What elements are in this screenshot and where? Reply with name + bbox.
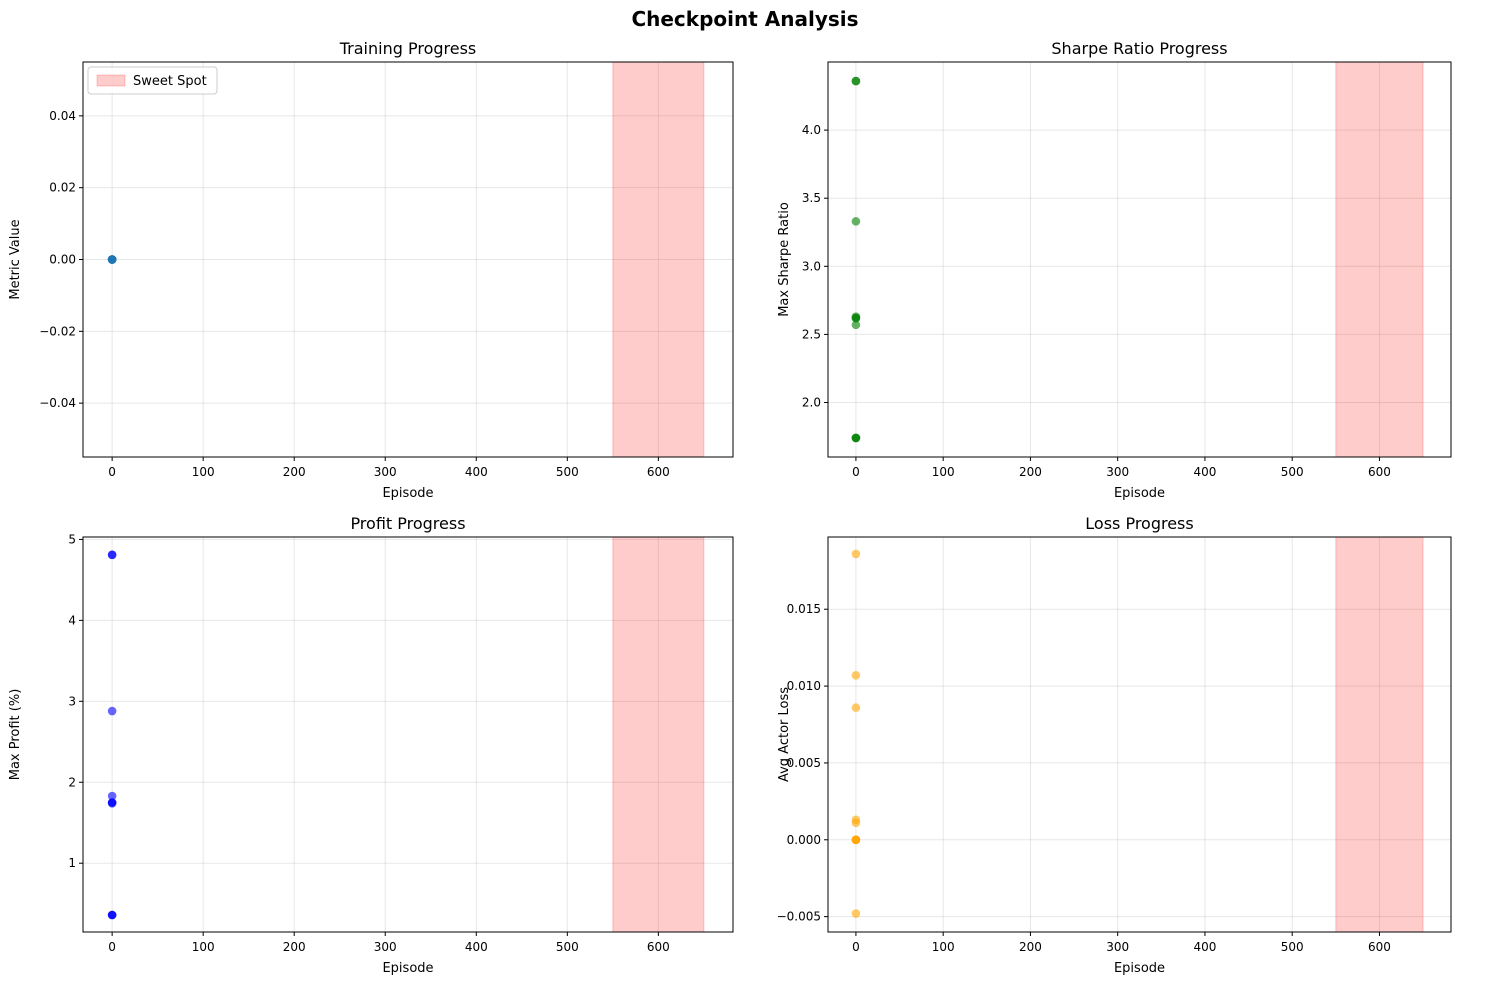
y-axis-label: Max Profit (%) xyxy=(8,689,23,781)
x-tick-label: 400 xyxy=(465,940,488,954)
chart-title: Training Progress xyxy=(339,39,477,58)
data-point xyxy=(851,76,861,86)
legend-box xyxy=(87,66,218,95)
y-tick-label: 0.005 xyxy=(787,756,821,770)
data-point xyxy=(851,835,861,845)
x-tick-label: 200 xyxy=(283,940,306,954)
y-tick-label: 0.04 xyxy=(49,109,76,123)
y-axis-label: Avg Actor Loss xyxy=(777,687,792,782)
sweet-spot-span xyxy=(1335,61,1424,458)
data-point xyxy=(851,433,861,443)
legend-label-sweet-spot: Sweet Spot xyxy=(133,74,207,89)
panel-loss-progress: 0 100 200 300 400 500 600 −0.005 0.000 0.005 0.010… xyxy=(777,514,1452,976)
y-tick-label: 2 xyxy=(68,775,76,789)
x-tick-label: 100 xyxy=(192,940,215,954)
y-tick-label: 0.00 xyxy=(49,253,76,267)
x-tick-label: 400 xyxy=(1193,940,1216,954)
axes-frame xyxy=(827,61,1452,458)
chart-title: Loss Progress xyxy=(1085,514,1193,533)
data-point xyxy=(107,791,117,801)
x-axis-label: Episode xyxy=(382,486,433,501)
y-tick-label: 5 xyxy=(68,532,76,546)
panel-training-progress: 0 100 200 300 400 500 600 −0.04 −0.02 0.00 0.02 0.0… xyxy=(8,39,734,501)
x-tick-label: 0 xyxy=(108,465,116,479)
data-point xyxy=(107,255,117,264)
y-tick-label: 0.02 xyxy=(49,181,76,195)
x-tick-label: 200 xyxy=(1019,940,1042,954)
y-tick-label: 0.010 xyxy=(787,679,821,693)
figure-suptitle: Checkpoint Analysis xyxy=(631,7,858,31)
data-point xyxy=(107,706,117,716)
y-tick-label: 2.0 xyxy=(802,396,821,410)
data-point xyxy=(851,549,861,559)
data-point xyxy=(851,818,861,828)
axes-frame xyxy=(827,536,1452,933)
axes-frame xyxy=(82,536,734,933)
data-point xyxy=(107,910,117,920)
data-point xyxy=(851,313,861,323)
y-tick-label: −0.02 xyxy=(39,324,76,338)
x-axis-label: Episode xyxy=(382,961,433,976)
x-tick-label: 500 xyxy=(556,940,579,954)
data-point xyxy=(851,320,861,330)
chart-title: Sharpe Ratio Progress xyxy=(1051,39,1227,58)
data-point xyxy=(107,550,117,560)
data-point xyxy=(851,909,861,918)
y-tick-label: −0.04 xyxy=(39,396,76,410)
x-tick-label: 200 xyxy=(1019,465,1042,479)
x-tick-label: 100 xyxy=(192,465,215,479)
y-tick-label: 3 xyxy=(68,694,76,708)
x-tick-label: 0 xyxy=(852,465,860,479)
sweet-spot-span xyxy=(612,536,705,933)
x-tick-label: 300 xyxy=(374,940,397,954)
y-tick-label: 4.0 xyxy=(802,123,821,137)
data-point xyxy=(851,671,861,680)
x-tick-label: 500 xyxy=(556,465,579,479)
x-axis-label: Episode xyxy=(1114,486,1165,501)
x-tick-label: 0 xyxy=(108,940,116,954)
x-tick-label: 200 xyxy=(283,465,306,479)
x-tick-label: 400 xyxy=(1193,465,1216,479)
x-tick-label: 500 xyxy=(1281,465,1304,479)
x-tick-label: 500 xyxy=(1281,940,1304,954)
y-tick-label: 2.5 xyxy=(802,327,821,341)
y-axis-label: Metric Value xyxy=(8,219,23,299)
y-axis-label: Max Sharpe Ratio xyxy=(777,202,792,317)
x-tick-label: 400 xyxy=(465,465,488,479)
y-tick-label: 0.015 xyxy=(787,602,821,616)
y-tick-label: 1 xyxy=(68,856,76,870)
x-tick-label: 0 xyxy=(852,940,860,954)
x-tick-label: 300 xyxy=(374,465,397,479)
x-tick-label: 300 xyxy=(1106,940,1129,954)
data-point xyxy=(107,799,117,808)
sweet-spot-span xyxy=(1335,536,1424,933)
x-tick-label: 600 xyxy=(1368,465,1391,479)
y-tick-label: 4 xyxy=(68,613,76,627)
y-tick-label: 3.0 xyxy=(802,259,821,273)
y-tick-label: 0.000 xyxy=(787,833,821,847)
data-point xyxy=(851,217,861,226)
y-tick-label: −0.005 xyxy=(777,910,821,924)
x-tick-label: 100 xyxy=(932,940,955,954)
panel-sharpe-ratio-progress: 0 100 200 300 400 500 600 2.0 2.5 3.0 3.5 4.0 Sharpe… xyxy=(777,39,1452,501)
x-tick-label: 100 xyxy=(932,465,955,479)
chart-title: Profit Progress xyxy=(350,514,465,533)
legend-swatch-sweet-spot xyxy=(96,74,126,87)
x-tick-label: 300 xyxy=(1106,465,1129,479)
x-axis-label: Episode xyxy=(1114,961,1165,976)
x-tick-label: 600 xyxy=(647,940,670,954)
panel-profit-progress: 0 100 200 300 400 500 600 1 2 3 4 5 Profit Progress E… xyxy=(8,514,734,976)
y-tick-label: 3.5 xyxy=(802,191,821,205)
sweet-spot-span xyxy=(612,61,705,458)
x-tick-label: 600 xyxy=(647,465,670,479)
data-point xyxy=(851,703,861,712)
x-tick-label: 600 xyxy=(1368,940,1391,954)
